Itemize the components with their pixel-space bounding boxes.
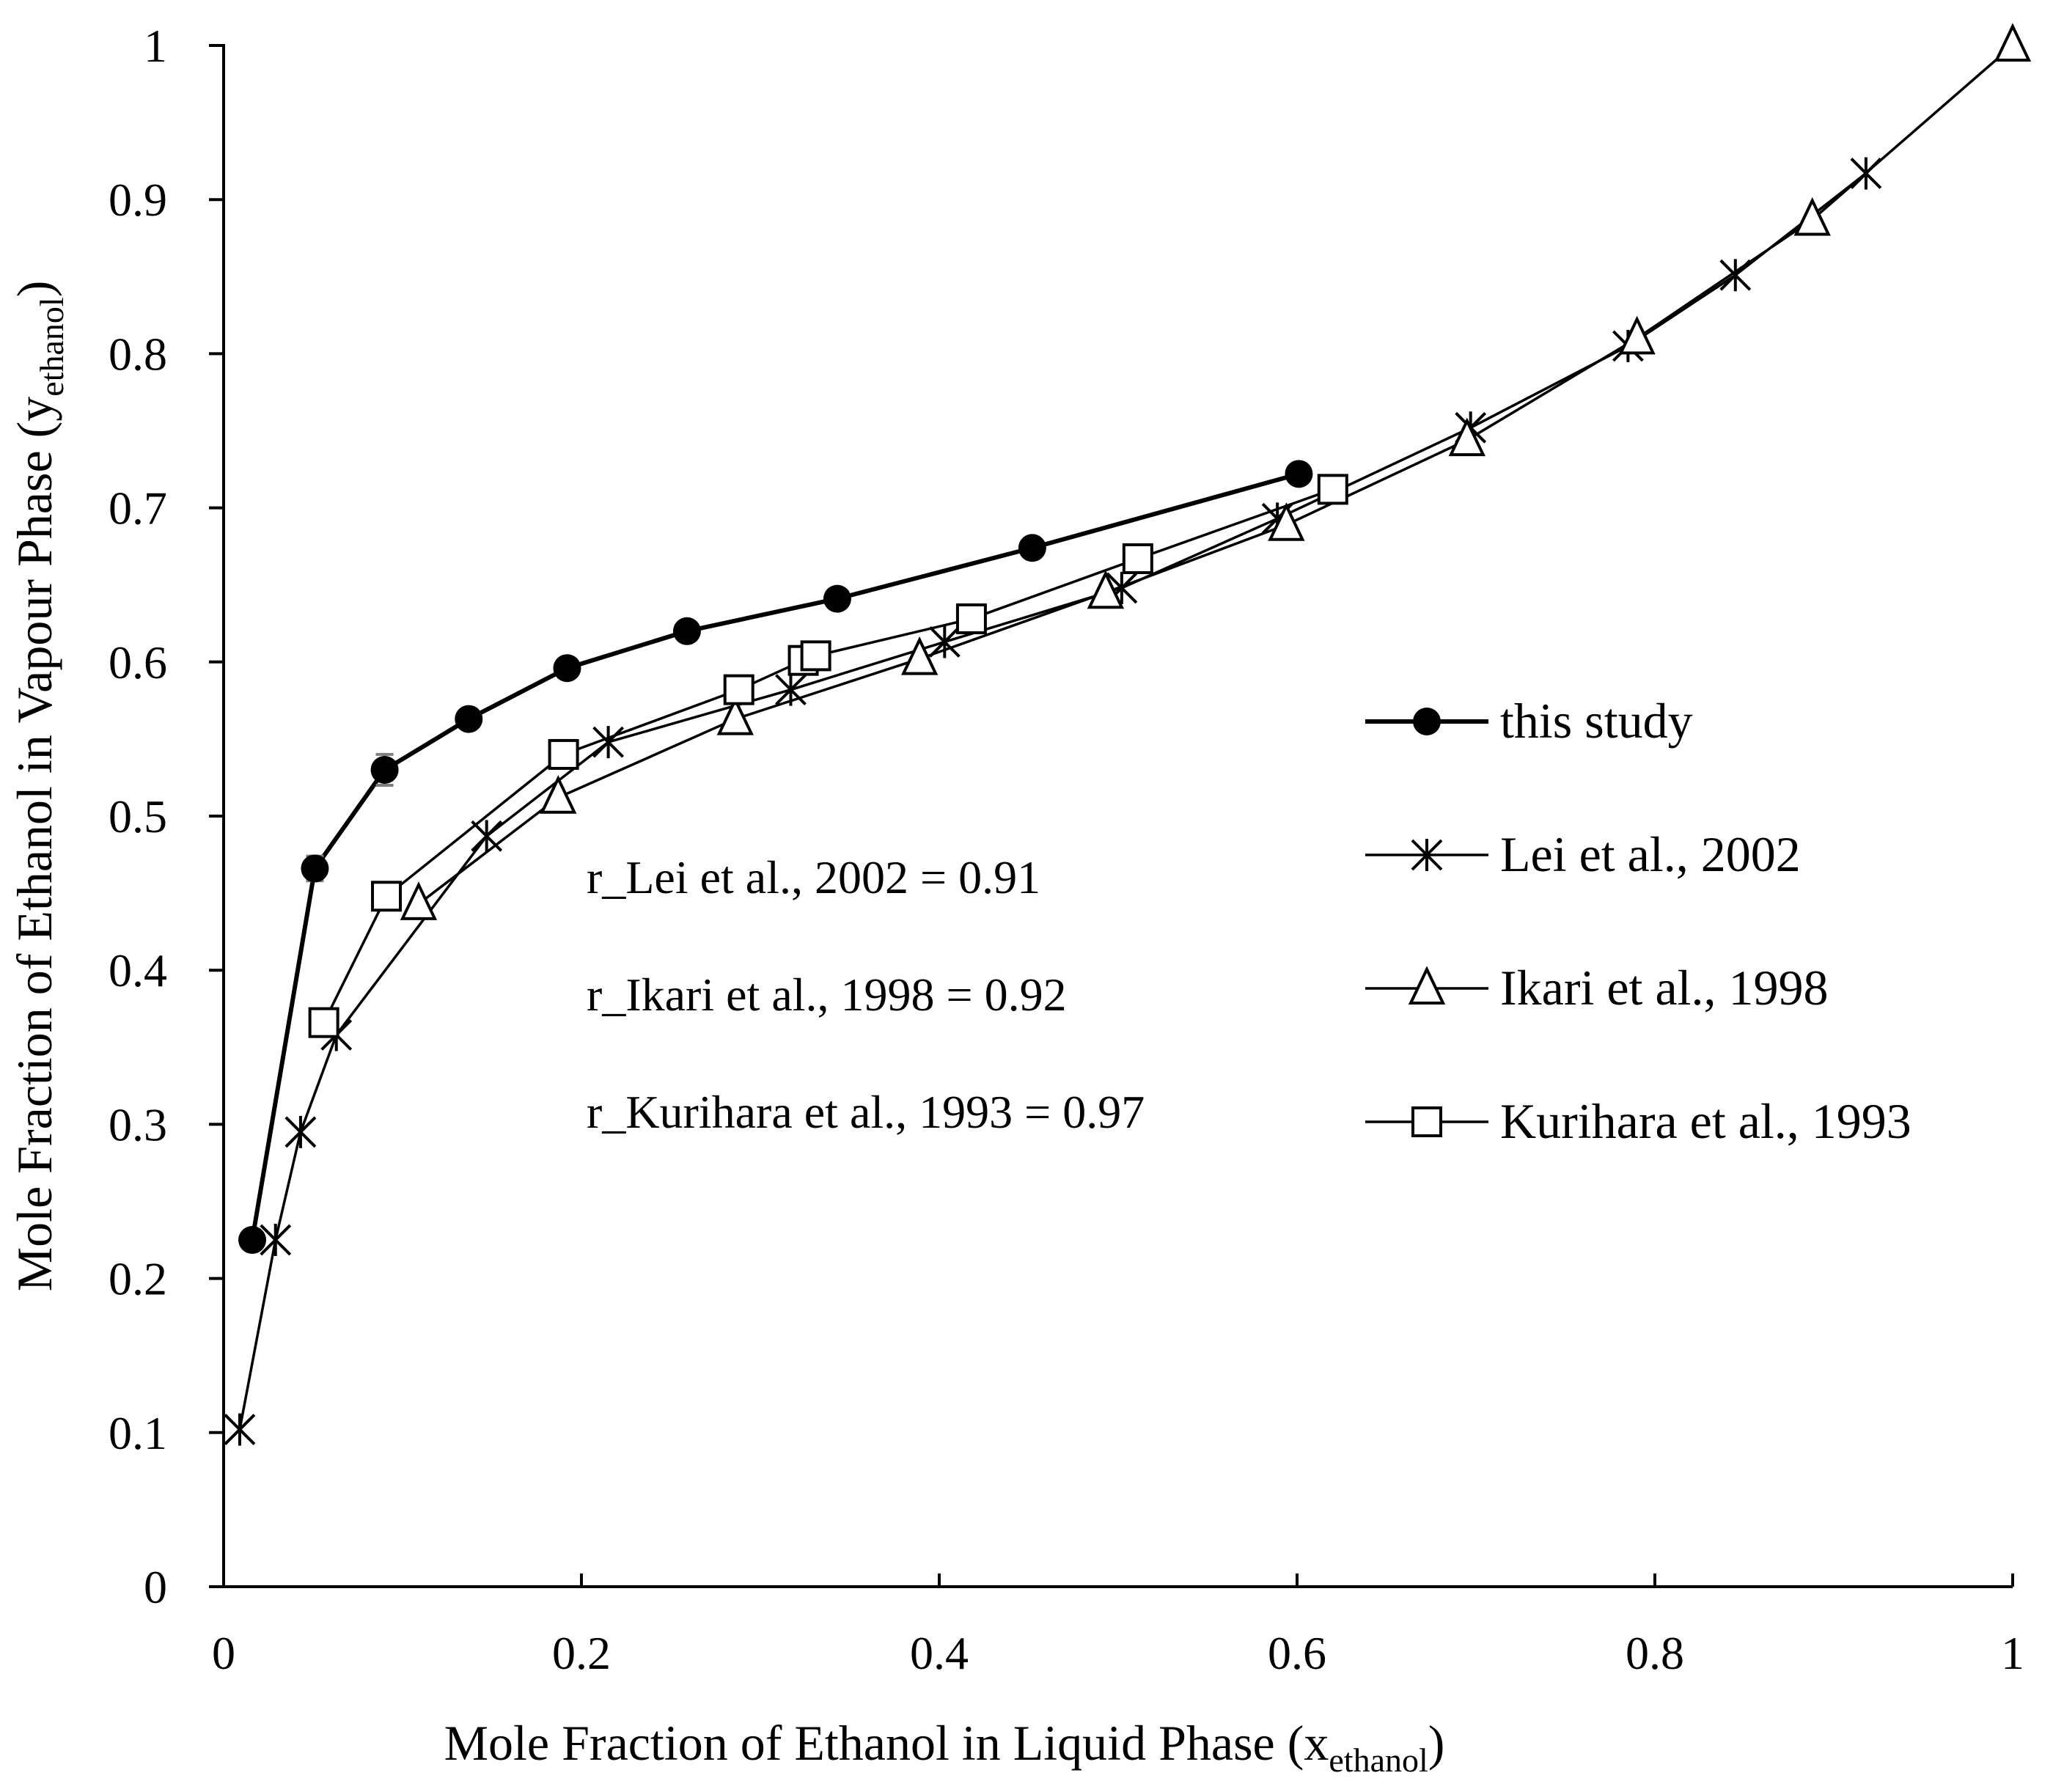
legend-marker xyxy=(1413,708,1441,735)
data-point-kurihara xyxy=(1122,543,1153,574)
data-point-kurihara xyxy=(955,603,987,634)
legend-label-this-study: this study xyxy=(1500,693,1693,749)
axes xyxy=(222,44,2013,1588)
x-tick-label: 1 xyxy=(2001,1627,2024,1679)
x-tick-label: 0.8 xyxy=(1626,1627,1684,1679)
data-point-ikari xyxy=(400,881,438,920)
y-tick-label: 1 xyxy=(144,20,167,72)
y-tick-label: 0 xyxy=(144,1561,167,1613)
data-point-this-study xyxy=(301,854,329,883)
series-ikari xyxy=(400,23,2032,920)
legend-symbol-ikari xyxy=(1365,966,1488,1005)
series-line-kurihara xyxy=(323,488,1334,1024)
data-point-ikari xyxy=(540,775,577,814)
y-tick-label: 0.9 xyxy=(109,174,167,226)
data-point-ikari xyxy=(1268,502,1305,541)
series-line-lei xyxy=(238,172,1867,1430)
y-tick-label: 0.1 xyxy=(109,1407,167,1459)
y-tick-label: 0.3 xyxy=(109,1098,167,1150)
legend: this study Lei et al., 2002 Ikari et al.… xyxy=(1365,693,1911,1149)
data-point-kurihara xyxy=(723,674,754,705)
legend-marker xyxy=(1411,839,1443,871)
data-point-ikari xyxy=(900,636,939,675)
annotations: r_Lei et al., 2002 = 0.91 r_Ikari et al.… xyxy=(587,851,1145,1138)
data-point-lei xyxy=(224,1413,256,1446)
x-axis-label: Mole Fraction of Ethanol in Liquid Phase… xyxy=(444,1715,1445,1779)
data-point-ikari xyxy=(1448,417,1485,457)
legend-marker xyxy=(1408,966,1446,1005)
legend-label-ikari: Ikari et al., 1998 xyxy=(1500,960,1829,1016)
legend-symbol-kurihara xyxy=(1365,1106,1488,1137)
data-point-this-study xyxy=(823,584,851,613)
data-point-kurihara xyxy=(371,881,403,912)
annotation-r-kurihara: r_Kurihara et al., 1993 = 0.97 xyxy=(587,1086,1145,1138)
legend-symbol-lei xyxy=(1365,839,1488,871)
series-kurihara xyxy=(308,474,1348,1038)
y-axis-ticks: 0 0.1 0.2 0.3 0.4 0.5 0.6 0.7 0.8 0.9 1 xyxy=(109,20,224,1613)
x-axis-ticks: 0 0.2 0.4 0.6 0.8 1 xyxy=(212,1573,2024,1679)
data-point-lei xyxy=(592,726,625,759)
x-tick-label: 0.4 xyxy=(910,1627,969,1679)
legend-symbol-this-study xyxy=(1365,708,1488,735)
data-point-ikari xyxy=(1087,570,1125,609)
series-line-ikari xyxy=(417,44,2014,906)
data-point-ikari xyxy=(1793,197,1831,236)
legend-label-lei: Lei et al., 2002 xyxy=(1500,826,1801,882)
x-tick-label: 0 xyxy=(212,1627,235,1679)
data-point-kurihara xyxy=(800,640,831,672)
data-point-kurihara xyxy=(548,738,579,770)
data-point-kurihara xyxy=(1317,474,1348,505)
data-point-this-study xyxy=(1018,534,1046,562)
y-tick-label: 0.8 xyxy=(109,328,167,380)
data-point-ikari xyxy=(716,696,754,735)
data-point-this-study xyxy=(370,755,399,784)
y-tick-label: 0.2 xyxy=(109,1253,167,1305)
data-point-ikari xyxy=(1994,23,2032,62)
series-layer xyxy=(224,23,2032,1446)
y-tick-label: 0.5 xyxy=(109,790,167,842)
data-point-kurihara xyxy=(308,1007,339,1038)
series-this-study xyxy=(238,460,1313,1255)
x-tick-label: 0.6 xyxy=(1268,1627,1326,1679)
data-point-this-study xyxy=(672,617,701,645)
x-tick-label: 0.2 xyxy=(552,1627,611,1679)
data-point-this-study xyxy=(553,654,581,683)
data-point-this-study xyxy=(1285,460,1313,488)
data-point-ikari xyxy=(1618,315,1656,355)
data-point-lei xyxy=(928,625,961,658)
y-tick-label: 0.7 xyxy=(109,482,167,535)
annotation-r-ikari: r_Ikari et al., 1998 = 0.92 xyxy=(587,969,1067,1021)
legend-label-kurihara: Kurihara et al., 1993 xyxy=(1500,1093,1911,1149)
legend-marker xyxy=(1411,1106,1442,1137)
data-point-lei xyxy=(284,1115,317,1148)
annotation-r-lei: r_Lei et al., 2002 = 0.91 xyxy=(587,851,1040,903)
y-tick-label: 0.6 xyxy=(109,636,167,688)
y-axis-label: Mole Fraction of Ethanol in Vapour Phase… xyxy=(7,281,70,1292)
data-point-this-study xyxy=(238,1226,267,1255)
data-point-lei xyxy=(260,1224,292,1257)
y-tick-label: 0.4 xyxy=(109,944,167,996)
data-point-this-study xyxy=(455,705,483,733)
